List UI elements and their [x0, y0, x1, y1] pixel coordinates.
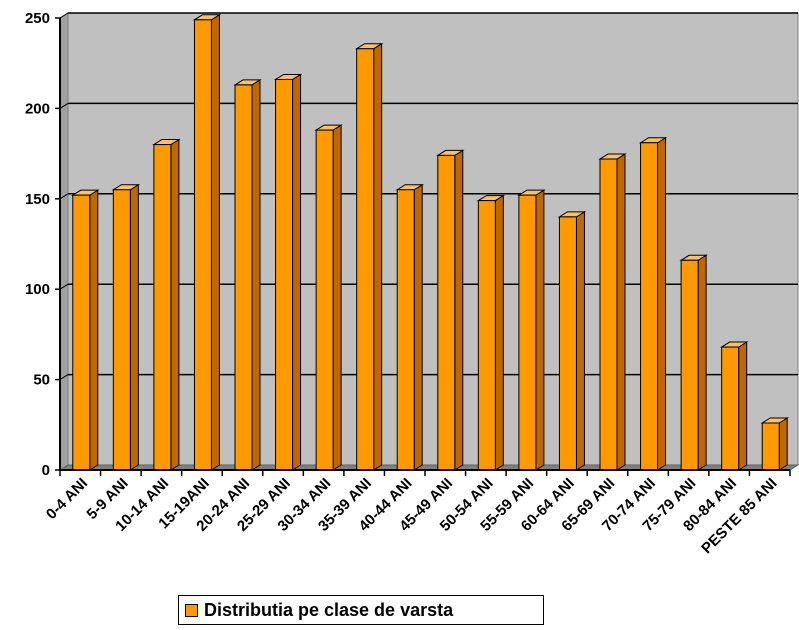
- bar: [436, 149, 465, 471]
- bar: [273, 73, 303, 471]
- bar-side: [616, 153, 626, 471]
- bar-side: [413, 183, 423, 471]
- bar-side: [494, 194, 504, 471]
- x-tick-label: 0-4 ANI: [43, 475, 91, 523]
- bar: [233, 78, 262, 471]
- gridline-side: [59, 12, 69, 19]
- gridline-side: [59, 193, 69, 200]
- bar-front: [153, 144, 172, 471]
- y-tick-label: 100: [25, 281, 50, 298]
- bar-side: [292, 73, 302, 471]
- bar-side: [332, 124, 342, 471]
- legend: Distributia pe clase de varsta: [178, 595, 544, 625]
- bar-front: [437, 154, 456, 471]
- y-tick-label: 50: [33, 372, 50, 389]
- bar-side: [657, 136, 667, 471]
- bars: [71, 13, 789, 471]
- gridlines: [59, 12, 798, 381]
- bar-front: [599, 158, 618, 471]
- bar-front: [640, 142, 659, 471]
- bar-side: [738, 341, 748, 471]
- bar: [517, 189, 546, 471]
- bar-side: [535, 189, 545, 471]
- bar-front: [315, 129, 334, 471]
- bar-front: [558, 216, 577, 471]
- bar: [679, 254, 708, 471]
- gridline-side: [59, 283, 69, 290]
- bar-front: [72, 194, 91, 471]
- bar: [111, 183, 141, 471]
- bar-front: [356, 48, 375, 471]
- bar-side: [89, 189, 99, 471]
- bar-front: [477, 200, 496, 471]
- bar-side: [210, 13, 220, 471]
- bar-front: [518, 194, 537, 471]
- plot-side-wall: [59, 12, 69, 471]
- bar-side: [129, 183, 139, 471]
- bar: [557, 210, 587, 471]
- gridline-side: [59, 102, 69, 109]
- bar-front: [112, 189, 131, 471]
- bar-side: [454, 149, 464, 471]
- bar: [314, 124, 343, 471]
- bar-side: [575, 210, 585, 471]
- bar-side: [170, 138, 180, 471]
- bar: [476, 194, 506, 471]
- legend-label: Distributia pe clase de varsta: [204, 599, 454, 620]
- bar: [354, 42, 384, 471]
- y-tick-label: 200: [25, 100, 50, 117]
- bar: [598, 153, 627, 471]
- y-axis: 0 50 100 150 200 250: [25, 10, 61, 479]
- bar-front: [234, 84, 253, 471]
- bar: [192, 13, 222, 471]
- bar-side: [251, 78, 261, 471]
- legend-swatch: [185, 603, 198, 617]
- bar-front: [193, 19, 212, 471]
- bar-side: [778, 417, 788, 471]
- bar: [71, 189, 100, 471]
- bar-front: [761, 422, 780, 471]
- y-tick-label: 0: [42, 462, 50, 479]
- bar-front: [721, 346, 740, 471]
- y-tick-label: 250: [25, 10, 50, 27]
- bar-front: [680, 259, 699, 471]
- bar: [719, 341, 749, 471]
- bar-front: [396, 189, 415, 471]
- bar: [638, 136, 668, 471]
- bar-side: [697, 254, 707, 471]
- bar-front: [275, 78, 294, 471]
- bar: [395, 183, 424, 471]
- bar: [152, 138, 181, 471]
- bar: [760, 417, 789, 471]
- y-tick-label: 150: [25, 191, 50, 208]
- gridline-side: [59, 374, 69, 381]
- bar-side: [373, 42, 383, 471]
